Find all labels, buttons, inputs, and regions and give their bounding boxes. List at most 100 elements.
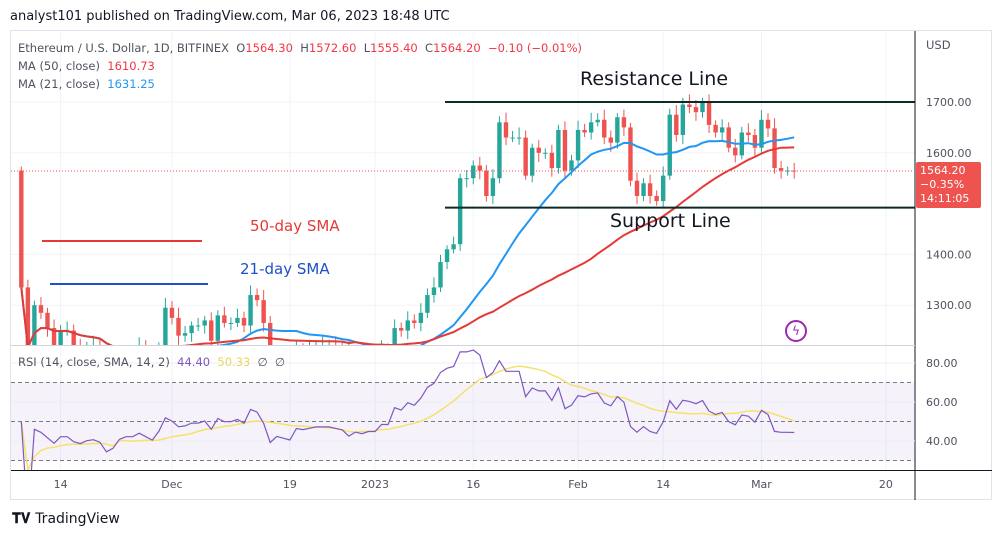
open-value: 1564.30 xyxy=(245,41,293,55)
candle-body xyxy=(392,328,397,345)
candle-body xyxy=(412,320,417,323)
last-change-pct: −0.35% xyxy=(920,178,965,191)
open-label: O xyxy=(236,41,246,55)
candle-body xyxy=(314,346,318,349)
candle-body xyxy=(556,129,561,169)
lightning-icon[interactable]: ϟ xyxy=(785,320,807,342)
x-tick-label: Feb xyxy=(568,478,587,491)
price-tick-label: 1700.00 xyxy=(926,96,972,109)
ma50-legend[interactable]: MA (50, close) 1610.73 xyxy=(18,59,155,73)
candle-body xyxy=(334,346,338,349)
candle-body xyxy=(621,117,627,128)
ma21-legend[interactable]: MA (21, close) 1631.25 xyxy=(18,77,155,91)
x-tick-label: 2023 xyxy=(361,478,389,491)
candle-body xyxy=(51,328,57,345)
candle-body xyxy=(340,348,344,351)
candle-body xyxy=(431,287,437,296)
candle-body xyxy=(294,348,298,371)
candle-body xyxy=(228,322,234,324)
candle-body xyxy=(182,333,188,336)
x-tick-label: 14 xyxy=(656,478,670,491)
rsi-extra-2: ∅ xyxy=(275,355,286,369)
chart-frame[interactable] xyxy=(10,30,992,500)
rsi-extra-1: ∅ xyxy=(257,355,268,369)
candle-body xyxy=(169,307,175,318)
close-label: C xyxy=(425,41,434,55)
candle-body xyxy=(176,317,181,336)
candle-body xyxy=(615,117,620,143)
x-tick-label: Dec xyxy=(161,478,182,491)
x-tick-label: 19 xyxy=(283,478,297,491)
candle-body xyxy=(484,170,489,196)
candle-body xyxy=(307,348,311,351)
candle-body xyxy=(261,300,266,323)
high-value: 1572.60 xyxy=(308,41,357,55)
candle-body xyxy=(765,119,771,129)
candle-body xyxy=(418,312,424,323)
rsi-legend[interactable]: RSI (14, close, SMA, 14, 2) 44.40 50.33 … xyxy=(18,355,285,369)
candle-body xyxy=(785,170,790,172)
currency-label[interactable]: USD xyxy=(926,38,951,52)
low-value: 1555.40 xyxy=(370,41,418,55)
candle-body xyxy=(667,114,672,176)
candle-body xyxy=(386,348,390,349)
candle-body xyxy=(19,170,24,288)
symbol-name[interactable]: Ethereum / U.S. Dollar, 1D, BITFINEX xyxy=(18,41,229,55)
candle-body xyxy=(399,328,404,331)
candle-body xyxy=(569,160,574,171)
candle-body xyxy=(582,129,587,133)
candle-body xyxy=(353,356,357,361)
rsi-line xyxy=(20,349,795,470)
candle-body xyxy=(268,322,273,345)
candle-body xyxy=(588,122,594,133)
rsi-value: 44.40 xyxy=(177,355,211,369)
candle-body xyxy=(464,178,469,180)
candle-body xyxy=(189,325,194,334)
price-tick-label: 1300.00 xyxy=(926,299,972,312)
candle-body xyxy=(91,346,95,349)
high-label: H xyxy=(300,41,309,55)
resistance-label: Resistance Line xyxy=(580,68,729,90)
candle-body xyxy=(451,244,456,250)
candle-body xyxy=(746,132,751,136)
candle-body xyxy=(457,178,463,245)
candle-body xyxy=(38,305,44,313)
candle-body xyxy=(654,195,659,202)
sma50-label: 50-day SMA xyxy=(250,217,340,235)
candle-body xyxy=(215,315,220,341)
candle-body xyxy=(661,175,666,202)
x-tick-label: 16 xyxy=(466,478,480,491)
candle-body xyxy=(778,168,784,171)
candle-body xyxy=(719,127,725,133)
candle-body xyxy=(301,348,305,351)
candle-body xyxy=(549,152,555,169)
candle-body xyxy=(25,287,31,345)
candle-body xyxy=(195,325,201,327)
ma50-label: MA (50, close) xyxy=(18,59,100,73)
candle-body xyxy=(536,147,541,153)
publish-info: analyst101 published on TradingView.com,… xyxy=(10,9,450,24)
candle-body xyxy=(477,165,482,171)
last-price: 1564.20 xyxy=(920,164,966,177)
ma21-label: MA (21, close) xyxy=(18,77,100,91)
candle-body xyxy=(58,330,63,345)
change-value: −0.10 (−0.01%) xyxy=(487,41,582,55)
candle-body xyxy=(503,122,509,138)
tv-logo-icon: 𝐓𝐕 xyxy=(12,511,31,527)
candle-body xyxy=(425,295,430,313)
candle-body xyxy=(562,129,568,171)
candle-body xyxy=(45,312,50,329)
candle-body xyxy=(163,307,168,345)
bar-countdown: 14:11:05 xyxy=(920,192,970,205)
candle-body xyxy=(497,122,502,179)
rsi-sma-value: 50.33 xyxy=(217,355,251,369)
tradingview-logo[interactable]: 𝐓𝐕 TradingView xyxy=(12,511,120,527)
candle-body xyxy=(71,330,76,345)
candle-body xyxy=(700,102,705,113)
candle-body xyxy=(360,356,364,359)
candle-body xyxy=(366,356,370,359)
ma21-line xyxy=(20,136,795,345)
candle-body xyxy=(516,137,522,139)
candle-body xyxy=(510,137,515,139)
